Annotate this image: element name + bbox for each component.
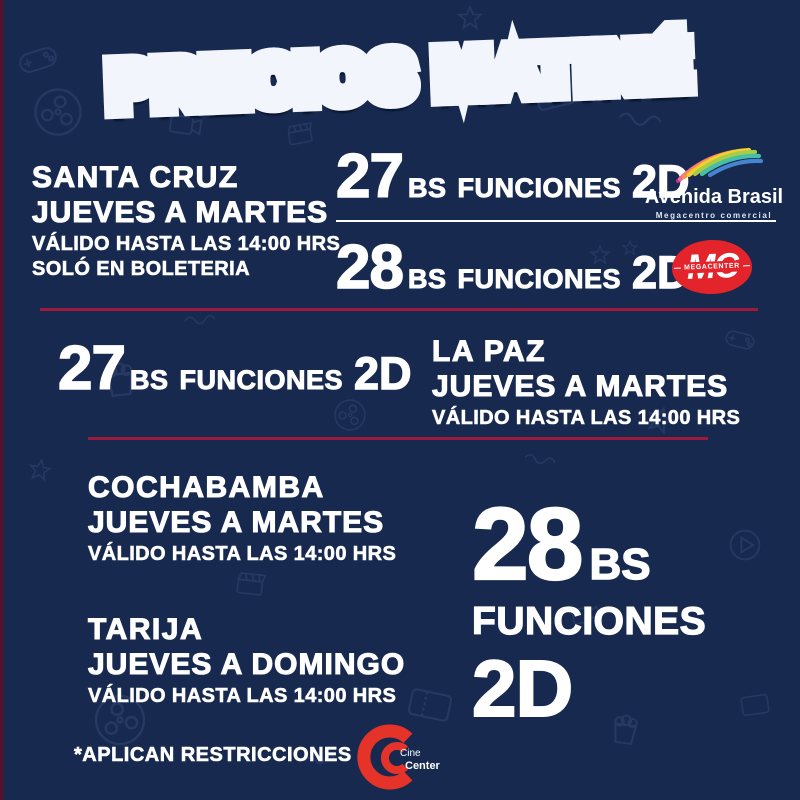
santa-cruz-city: SANTA CRUZ [31, 160, 239, 194]
price-format: 2D [471, 643, 574, 733]
red-divider-middle [88, 437, 708, 440]
megacenter-band: MEGACENTER [673, 260, 751, 274]
cochabamba-valid-hours: VÁLIDO HASTA LAS 14:00 HRS [88, 542, 397, 565]
la-paz-block: LA PAZ JUEVES A MARTES VÁLIDO HASTA LAS … [431, 334, 741, 430]
avenida-brasil-name: Avenida Brasil [644, 186, 784, 208]
la-paz-city: LA PAZ [431, 334, 546, 368]
white-divider [336, 220, 776, 222]
cochabamba-days: JUEVES A MARTES [87, 505, 385, 539]
price-currency: BS [407, 264, 447, 295]
santa-cruz-block: SANTA CRUZ JUEVES A MARTES VÁLIDO HASTA … [31, 160, 341, 281]
price-amount: 27 [335, 142, 405, 211]
cine-center-line2: Center [405, 760, 441, 772]
megacenter-dash-right [742, 264, 751, 267]
left-edge-accent [0, 0, 3, 800]
avenida-brasil-feather-icon [675, 147, 764, 184]
cine-center-inner-c [380, 742, 408, 774]
price-amount: 28 [471, 487, 585, 601]
price-label: FUNCIONES [179, 365, 343, 396]
price-row-28-top: 28 BS FUNCIONES 2D [335, 233, 690, 302]
price-row-27-middle: 27 BS FUNCIONES 2D [57, 334, 412, 403]
big-price-28-block: 28 BS FUNCIONES 2D [471, 487, 707, 733]
tarija-city: TARIJA [87, 612, 204, 646]
price-currency: BS [407, 173, 447, 204]
price-label: FUNCIONES [471, 599, 707, 643]
restrictions-note: *APLICAN RESTRICCIONES [74, 744, 352, 767]
price-amount: 27 [57, 334, 127, 403]
avenida-brasil-logo: Avenida Brasil Megacentro comercial [644, 144, 784, 220]
cine-center-outer-c [357, 724, 413, 790]
tarija-days: JUEVES A DOMINGO [87, 647, 406, 681]
price-amount: 28 [335, 233, 405, 302]
price-label: FUNCIONES [457, 264, 621, 295]
price-format: 2D [353, 347, 412, 399]
megacenter-name: MEGACENTER [684, 262, 740, 272]
cochabamba-block: COCHABAMBA JUEVES A MARTES VÁLIDO HASTA … [87, 470, 397, 566]
santa-cruz-days: JUEVES A MARTES [31, 195, 329, 229]
megacenter-dash-left [673, 267, 682, 270]
price-label: FUNCIONES [457, 173, 621, 204]
avenida-brasil-tagline: Megacentro comercial [655, 211, 773, 220]
price-currency: BS [129, 365, 169, 396]
santa-cruz-note: SOLÓ EN BOLETERIA [32, 257, 250, 280]
cine-center-line1: Cine [400, 748, 421, 759]
cine-center-logo: Cine Center [357, 724, 441, 790]
tarija-valid-hours: VÁLIDO HASTA LAS 14:00 HRS [88, 684, 397, 707]
price-currency: BS [589, 539, 652, 589]
cochabamba-city: COCHABAMBA [87, 470, 325, 504]
la-paz-days: JUEVES A MARTES [431, 369, 729, 403]
price-row-27-top: 27 BS FUNCIONES 2D [335, 142, 690, 211]
la-paz-valid-hours: VÁLIDO HASTA LAS 14:00 HRS [432, 406, 741, 429]
santa-cruz-valid-hours: VÁLIDO HASTA LAS 14:00 HRS [32, 232, 341, 255]
tarija-block: TARIJA JUEVES A DOMINGO VÁLIDO HASTA LAS… [87, 612, 406, 708]
red-divider-top [40, 308, 758, 311]
big-price-row: 28 BS [471, 487, 706, 601]
